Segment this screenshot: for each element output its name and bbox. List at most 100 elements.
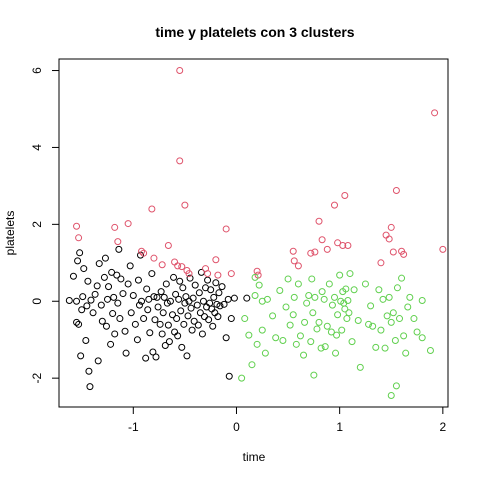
data-point-cluster-3 [356, 363, 364, 371]
data-point-cluster-1 [83, 302, 91, 310]
data-point-cluster-1 [227, 315, 235, 323]
data-point-cluster-1 [116, 315, 124, 323]
data-point-cluster-1 [78, 306, 86, 314]
data-point-cluster-1 [89, 309, 97, 317]
data-point-cluster-3 [396, 315, 404, 323]
data-point-cluster-3 [294, 280, 302, 288]
data-point-cluster-2 [176, 157, 184, 165]
data-point-cluster-1 [102, 322, 110, 330]
data-point-cluster-3 [325, 280, 333, 288]
data-point-cluster-1 [148, 270, 156, 278]
data-point-cluster-3 [367, 302, 375, 310]
data-point-cluster-3 [381, 344, 389, 352]
data-point-cluster-2 [164, 241, 172, 249]
data-point-cluster-3 [383, 312, 391, 320]
data-point-cluster-2 [212, 256, 220, 264]
data-point-cluster-1 [153, 293, 161, 301]
data-point-cluster-3 [379, 295, 387, 303]
data-point-cluster-3 [361, 280, 369, 288]
data-point-cluster-1 [199, 297, 207, 305]
data-point-cluster-3 [323, 322, 331, 330]
data-point-cluster-1 [224, 295, 232, 303]
data-point-cluster-3 [241, 315, 249, 323]
data-point-cluster-2 [341, 192, 349, 200]
data-point-cluster-1 [149, 348, 157, 356]
data-point-cluster-1 [230, 294, 238, 302]
data-point-cluster-1 [208, 305, 216, 313]
data-point-cluster-3 [354, 316, 362, 324]
data-point-cluster-3 [402, 349, 410, 357]
data-point-cluster-3 [343, 315, 351, 323]
data-point-cluster-1 [77, 352, 85, 360]
data-point-cluster-1 [87, 296, 95, 304]
data-point-cluster-3 [301, 318, 309, 326]
data-point-cluster-1 [159, 309, 167, 317]
data-point-cluster-1 [97, 301, 105, 309]
data-point-cluster-1 [69, 272, 77, 280]
data-point-cluster-3 [345, 309, 353, 317]
data-point-cluster-1 [156, 320, 164, 328]
data-point-cluster-1 [164, 321, 172, 329]
data-point-cluster-2 [290, 257, 298, 265]
data-point-cluster-2 [289, 247, 297, 255]
data-point-cluster-1 [158, 330, 166, 338]
data-point-cluster-1 [105, 283, 113, 291]
data-point-cluster-1 [195, 289, 203, 297]
data-point-cluster-1 [214, 313, 222, 321]
data-point-cluster-3 [296, 332, 304, 340]
y-tick-label: 4 [30, 144, 44, 151]
x-tick-label: 1 [336, 420, 343, 434]
data-point-cluster-1 [160, 293, 168, 301]
data-point-cluster-3 [389, 309, 397, 317]
data-point-cluster-1 [225, 372, 233, 380]
data-point-cluster-3 [251, 291, 259, 299]
data-point-cluster-3 [365, 320, 373, 328]
plot-frame [58, 58, 449, 408]
x-tick-label: -1 [128, 420, 139, 434]
x-tick-label: 2 [439, 420, 446, 434]
data-point-cluster-2 [431, 109, 439, 117]
data-point-cluster-1 [150, 293, 158, 301]
data-point-cluster-3 [305, 291, 313, 299]
data-point-cluster-3 [290, 293, 298, 301]
data-point-cluster-3 [344, 296, 352, 304]
data-point-cluster-1 [209, 322, 217, 330]
data-point-cluster-3 [418, 296, 426, 304]
data-point-cluster-3 [350, 286, 358, 294]
data-point-cluster-1 [166, 297, 174, 305]
data-point-cluster-3 [369, 322, 377, 330]
data-point-cluster-3 [330, 293, 338, 301]
data-point-cluster-2 [330, 201, 338, 209]
data-point-cluster-3 [261, 349, 269, 357]
data-point-cluster-1 [161, 341, 169, 349]
data-point-cluster-1 [86, 383, 94, 391]
data-point-cluster-2 [75, 234, 83, 242]
data-point-cluster-3 [342, 285, 350, 293]
data-point-cluster-3 [333, 331, 341, 339]
data-point-cluster-2 [227, 270, 235, 278]
data-point-cluster-1 [196, 309, 204, 317]
data-point-cluster-1 [121, 327, 129, 335]
data-point-cluster-3 [289, 311, 297, 319]
data-point-cluster-1 [122, 349, 130, 357]
y-axis-label: platelets [3, 211, 17, 256]
data-point-cluster-1 [135, 301, 143, 309]
data-point-cluster-2 [382, 231, 390, 239]
data-point-cluster-1 [194, 321, 202, 329]
data-point-cluster-3 [385, 293, 393, 301]
data-point-cluster-1 [198, 330, 206, 338]
data-point-cluster-2 [315, 217, 323, 225]
data-point-cluster-1 [180, 320, 188, 328]
data-point-cluster-3 [311, 293, 319, 301]
data-point-cluster-3 [300, 351, 308, 359]
data-point-cluster-2 [140, 249, 148, 257]
data-point-cluster-1 [186, 274, 194, 282]
data-point-cluster-2 [311, 248, 319, 256]
data-point-cluster-3 [400, 332, 408, 340]
data-point-cluster-3 [276, 286, 284, 294]
data-point-cluster-1 [144, 306, 152, 314]
data-point-cluster-3 [372, 343, 380, 351]
data-point-cluster-3 [334, 311, 342, 319]
data-point-cluster-1 [138, 297, 146, 305]
